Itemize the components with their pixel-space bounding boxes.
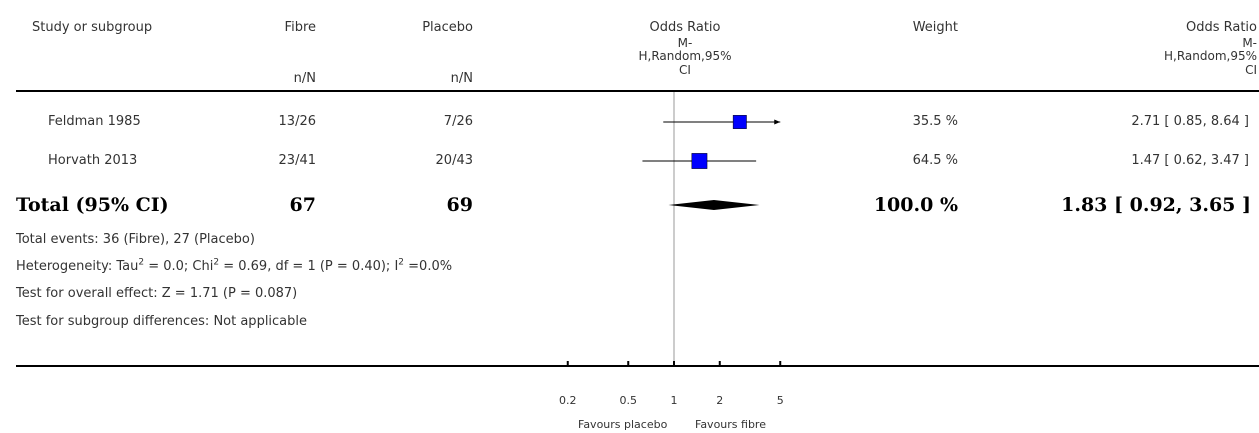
total-weight: 100.0 % (873, 194, 958, 216)
study-placebo: 20/43 (435, 153, 473, 168)
header-or-plot-l4: CI (679, 63, 691, 77)
total-fibre: 67 (289, 194, 316, 216)
study-marker (691, 153, 708, 169)
study-weight: 35.5 % (912, 114, 958, 129)
study-name: Horvath 2013 (48, 153, 138, 168)
header-rule (16, 90, 1259, 92)
header-fibre-nN: n/N (293, 71, 316, 86)
header-or-text-l4: CI (1245, 63, 1257, 77)
x-tick-label: 1 (671, 394, 678, 407)
header-placebo-nN: n/N (450, 71, 473, 86)
header-or-text-l2: M- (1242, 36, 1257, 50)
ci-arrow (774, 119, 781, 125)
total-label: Total (95% CI) (16, 194, 169, 216)
header-or-plot-l2: M- (677, 36, 693, 50)
total-events: Total events: 36 (Fibre), 27 (Placebo) (16, 232, 255, 247)
header-or-text: Odds Ratio (1185, 20, 1257, 35)
header-study: Study or subgroup (32, 20, 153, 35)
x-tick-label: 5 (777, 394, 784, 407)
study-fibre: 13/26 (278, 114, 316, 129)
total-placebo: 69 (446, 194, 473, 216)
x-tick-label: 0.5 (619, 394, 637, 407)
study-weight: 64.5 % (912, 153, 958, 168)
total-ci-text: 1.83 [ 0.92, 3.65 ] (1061, 194, 1251, 216)
study-marker (732, 115, 747, 129)
header-placebo: Placebo (422, 20, 473, 35)
overall-effect: Test for overall effect: Z = 1.71 (P = 0… (16, 286, 298, 301)
x-tick-label: 0.2 (559, 394, 577, 407)
subgroup-differences: Test for subgroup differences: Not appli… (16, 314, 308, 329)
study-ci-text: 2.71 [ 0.85, 8.64 ] (1131, 114, 1249, 129)
header-weight: Weight (912, 20, 958, 35)
favours-right-label: Favours fibre (695, 418, 766, 431)
header-fibre: Fibre (284, 20, 316, 35)
study-ci-text: 1.47 [ 0.62, 3.47 ] (1131, 153, 1249, 168)
header-or-text-l3: H,Random,95% (1163, 49, 1257, 63)
header-or-plot: Odds Ratio (649, 20, 721, 35)
study-placebo: 7/26 (443, 114, 473, 129)
heterogeneity: Heterogeneity: Tau2 = 0.0; Chi2 = 0.69, … (16, 257, 453, 274)
study-name: Feldman 1985 (48, 114, 141, 129)
pooled-diamond (668, 200, 760, 210)
favours-left-label: Favours placebo (578, 418, 668, 431)
study-fibre: 23/41 (278, 153, 316, 168)
x-tick-label: 2 (716, 394, 723, 407)
header-or-plot-l3: H,Random,95% (638, 49, 732, 63)
